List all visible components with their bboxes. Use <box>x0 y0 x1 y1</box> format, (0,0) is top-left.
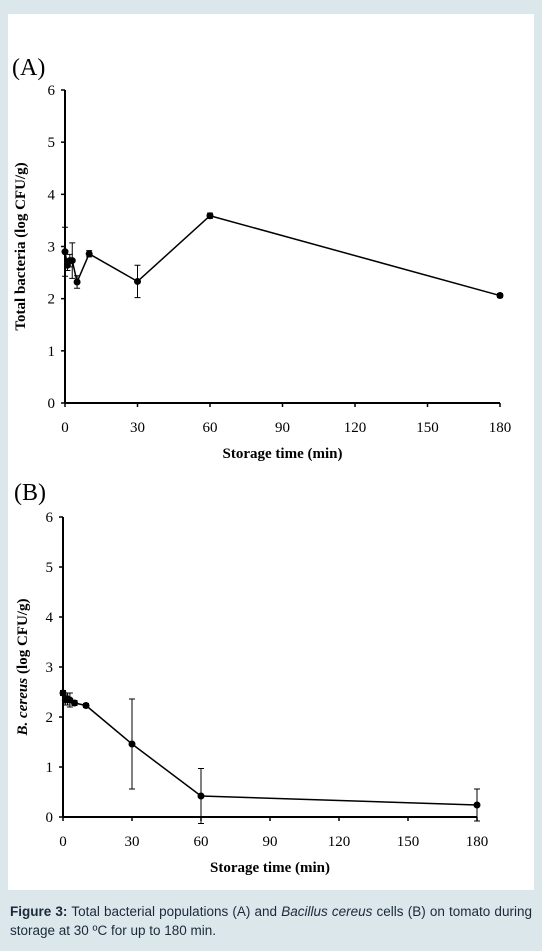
y-axis-label: B. cereus (log CFU/g) <box>15 599 31 737</box>
panel-label: (B) <box>14 480 46 506</box>
y-tick-label: 1 <box>48 344 56 360</box>
caption-text: Total bacterial populations (A) and <box>71 904 278 919</box>
y-axis-label-part: (log CFU/g) <box>15 599 31 674</box>
panel-label: (A) <box>12 55 45 81</box>
data-point <box>496 292 504 300</box>
data-point <box>82 702 90 709</box>
y-tick-label: 2 <box>48 292 56 308</box>
y-tick-label: 2 <box>46 710 54 726</box>
y-tick-label: 3 <box>48 240 56 256</box>
y-tick-label: 0 <box>46 810 54 826</box>
x-tick-label: 30 <box>125 834 140 850</box>
caption: Figure 3: Total bacterial populations (A… <box>10 902 532 940</box>
data-point <box>473 801 481 809</box>
x-tick-label: 30 <box>130 420 145 436</box>
x-tick-label: 0 <box>59 834 67 850</box>
data-point <box>85 250 93 258</box>
y-tick-label: 4 <box>48 187 56 203</box>
x-tick-label: 90 <box>275 420 290 436</box>
data-point <box>134 277 141 285</box>
y-tick-label: 4 <box>46 610 54 626</box>
caption-label: Figure 3: <box>10 904 68 919</box>
figure-panel <box>8 14 534 890</box>
data-point <box>197 792 205 800</box>
y-tick-label: 1 <box>46 760 54 776</box>
x-tick-label: 150 <box>397 834 420 850</box>
x-tick-label: 120 <box>328 834 351 850</box>
y-tick-label: 6 <box>48 83 56 99</box>
y-tick-label: 6 <box>46 510 54 526</box>
x-tick-label: 60 <box>194 834 209 850</box>
x-tick-label: 180 <box>466 834 489 850</box>
data-point <box>128 740 136 748</box>
y-tick-label: 5 <box>48 135 56 151</box>
data-point <box>68 257 76 265</box>
x-tick-label: 90 <box>263 834 278 850</box>
data-line <box>62 692 478 806</box>
x-tick-label: 60 <box>203 420 218 436</box>
data-point <box>71 699 78 707</box>
y-axis-label: Total bacteria (log CFU/g) <box>13 162 29 330</box>
x-tick-label: 150 <box>416 420 439 436</box>
y-tick-label: 0 <box>48 396 56 412</box>
x-tick-label: 120 <box>344 420 367 436</box>
data-point <box>73 278 81 286</box>
caption-text: cells (B) on tomato during storage at 30… <box>10 904 532 938</box>
data-line <box>64 214 501 297</box>
x-axis-label: Storage time (min) <box>223 446 343 462</box>
y-tick-label: 5 <box>46 560 54 576</box>
data-point <box>206 212 214 220</box>
y-axis-label-part: Total bacteria (log CFU/g) <box>13 162 29 330</box>
y-tick-label: 3 <box>46 660 54 676</box>
data-point <box>61 248 69 256</box>
y-axis-label-part: B. cereus <box>15 678 31 737</box>
caption-italic: Bacillus cereus <box>281 904 373 919</box>
x-axis-label: Storage time (min) <box>210 860 330 876</box>
x-tick-label: 0 <box>61 420 69 436</box>
x-tick-label: 180 <box>489 420 512 436</box>
